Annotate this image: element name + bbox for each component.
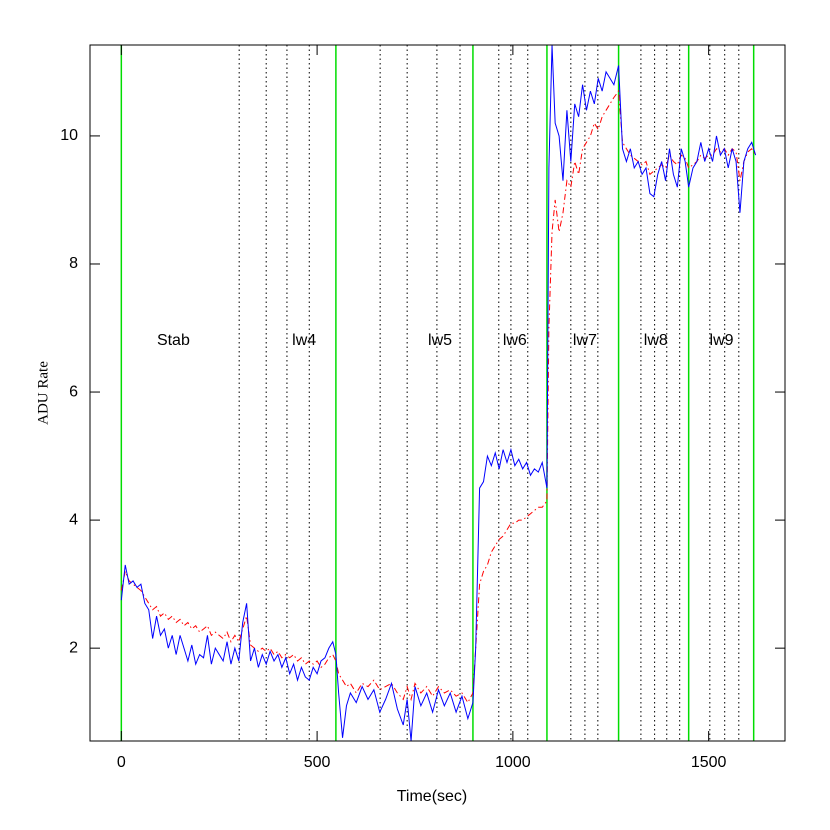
x-tick-label: 500 — [304, 754, 331, 771]
phase-label: lw8 — [644, 332, 668, 349]
phase-label: lw5 — [428, 332, 452, 349]
y-tick-label: 8 — [69, 255, 78, 272]
y-tick-label: 10 — [60, 127, 78, 144]
x-tick-label: 1500 — [691, 754, 727, 771]
plot-frame — [89, 44, 786, 742]
y-tick-label: 2 — [69, 639, 78, 656]
data-line — [120, 45, 757, 741]
y-tick-label: 4 — [69, 511, 78, 528]
y-axis-label: ADU Rate — [35, 361, 51, 425]
phase-label: lw9 — [710, 332, 734, 349]
x-tick-label: 0 — [117, 754, 126, 771]
phase-label: lw7 — [573, 332, 597, 349]
x-axis-label: Time(sec) — [397, 788, 468, 805]
y-tick-label: 6 — [69, 383, 78, 400]
phase-label: lw6 — [503, 332, 527, 349]
phase-label: lw4 — [292, 332, 316, 349]
phase-label: Stab — [157, 332, 190, 349]
x-tick-label: 1000 — [495, 754, 531, 771]
data-line — [120, 89, 757, 704]
plot-area — [120, 45, 757, 741]
